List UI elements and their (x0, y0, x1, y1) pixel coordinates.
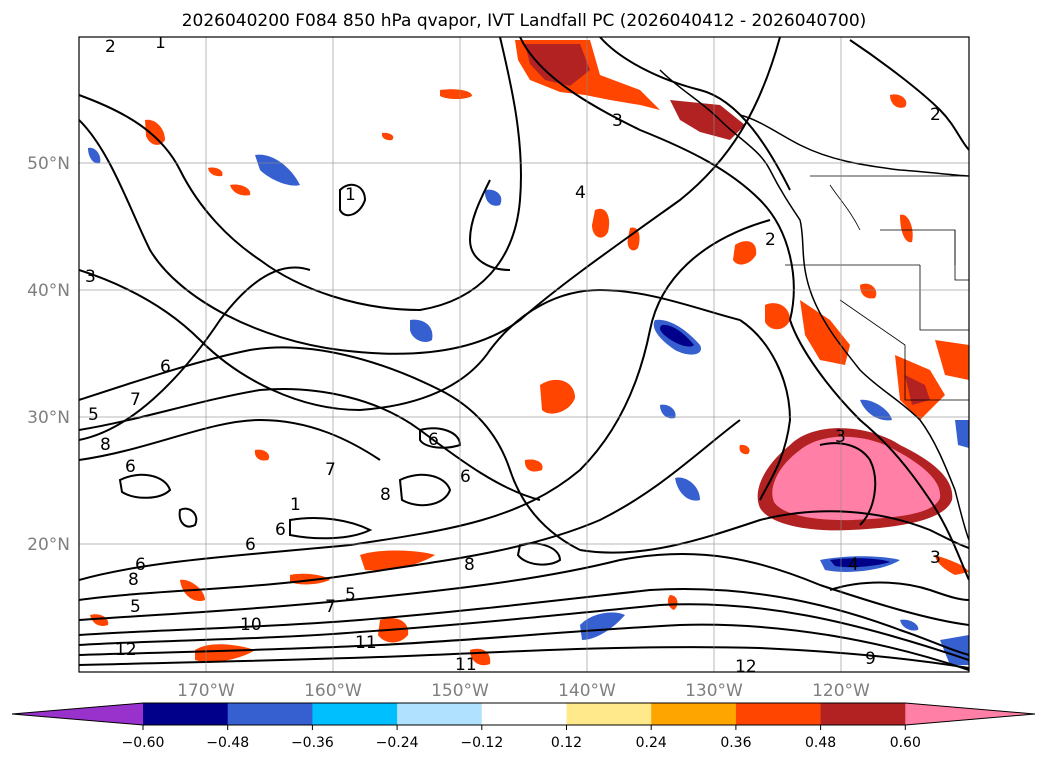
contour-label: 4 (575, 183, 586, 203)
colorbar-tick-label: 0.60 (890, 735, 921, 751)
colorbar-extend-low (12, 703, 143, 725)
contour-label: 6 (135, 555, 146, 575)
colorbar-segment (143, 703, 229, 725)
contour-label: 5 (130, 597, 141, 617)
lon-label: 160°W (304, 681, 362, 701)
contour-label: 12 (735, 657, 757, 677)
lon-label: 120°W (812, 681, 870, 701)
colorbar-tick-label: −0.12 (460, 735, 503, 751)
lat-label: 30°N (27, 408, 70, 428)
colorbar-tick-label: 0.36 (720, 735, 751, 751)
contour-label: 8 (128, 570, 139, 590)
contour-label: 6 (428, 430, 439, 450)
contour-label: 6 (245, 535, 256, 555)
contour-label: 3 (930, 548, 941, 568)
contour-label: 6 (275, 520, 286, 540)
lat-label: 40°N (27, 281, 70, 301)
contour-label: 5 (88, 405, 99, 425)
contour-label: 7 (325, 597, 336, 617)
lat-label: 50°N (27, 154, 70, 174)
contour-label: 2 (765, 230, 776, 250)
colorbar-segment (566, 703, 652, 725)
map-title: 2026040200 F084 850 hPa qvapor, IVT Land… (182, 11, 867, 31)
colorbar-segment (651, 703, 737, 725)
contour-label: 3 (835, 427, 846, 447)
lon-label: 170°W (177, 681, 235, 701)
colorbar-segment (820, 703, 906, 725)
contour-label: 11 (355, 633, 377, 653)
contour-label: 1 (290, 495, 301, 515)
map-plot-area[interactable]: 2 1 1 3 4 2 3 2 5 7 8 6 6 6 7 8 6 6 1 6 … (79, 33, 969, 677)
colorbar-segment (227, 703, 313, 725)
contour-label: 8 (100, 435, 111, 455)
political-borders (785, 175, 969, 401)
colorbar-tick-label: −0.60 (122, 735, 165, 751)
colorbar-segment (312, 703, 398, 725)
contour-label: 6 (125, 457, 136, 477)
lat-label: 20°N (27, 535, 70, 555)
colorbar-segment (397, 703, 483, 725)
map-gridlines (79, 37, 969, 672)
colorbar-tick-label: 0.24 (636, 735, 667, 751)
lon-label: 150°W (431, 681, 489, 701)
contour-label: 3 (612, 111, 623, 131)
colorbar-tick-label: −0.48 (206, 735, 249, 751)
contour-label: 8 (464, 555, 475, 575)
contour-label: 2 (105, 37, 116, 57)
contour-label: 10 (240, 615, 262, 635)
contour-label: 6 (460, 467, 471, 487)
contour-label: 3 (85, 267, 96, 287)
contour-label: 1 (155, 33, 166, 53)
contour-label: 7 (325, 460, 336, 480)
contour-label: 4 (848, 555, 859, 575)
colorbar-segment (735, 703, 822, 725)
lon-label: 130°W (685, 681, 743, 701)
map-frame (78, 36, 970, 673)
colorbar-segment (481, 703, 567, 725)
colorbar-tick-label: 0.48 (805, 735, 836, 751)
contour-label: 1 (345, 185, 356, 205)
contour-label: 11 (455, 655, 477, 675)
contour-label: 5 (345, 585, 356, 605)
colorbar: −0.60 −0.48 −0.36 −0.24 −0.12 0.12 0.24 0.36 0.4… (11, 702, 1036, 751)
contour-label: 9 (865, 649, 876, 669)
contour-label: 2 (930, 105, 941, 125)
contour-label: 8 (380, 485, 391, 505)
contour-label: 6 (160, 357, 171, 377)
contour-label: 7 (130, 390, 141, 410)
lon-label: 140°W (558, 681, 616, 701)
colorbar-tick-label: 0.12 (551, 735, 582, 751)
colorbar-tick-label: −0.36 (291, 735, 334, 751)
colorbar-extend-high (905, 703, 1035, 725)
colorbar-tick-label: −0.24 (376, 735, 419, 751)
contour-label: 12 (115, 640, 137, 660)
contour-lines (79, 37, 969, 671)
